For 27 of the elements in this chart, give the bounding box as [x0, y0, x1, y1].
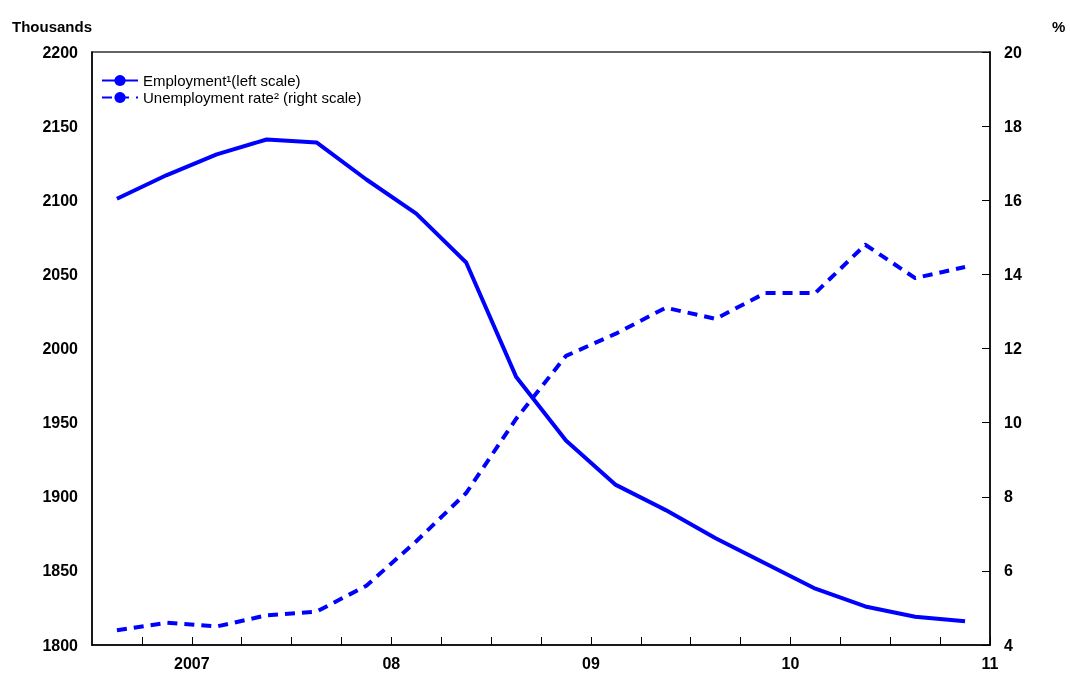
- x-tick-label: 10: [781, 654, 800, 672]
- y-tick-label: 1850: [42, 562, 79, 580]
- y2-tick-label: 4: [1004, 636, 1013, 654]
- x-tick-label: 11: [981, 654, 999, 672]
- y2-tick-label: 18: [1004, 117, 1022, 135]
- x-tick-label: 08: [382, 654, 401, 672]
- y2-tick-label: 12: [1004, 340, 1022, 357]
- y-tick-label: 2200: [42, 43, 79, 61]
- y-tick-label: 2000: [42, 340, 79, 357]
- y2-axis-title: %: [1052, 18, 1066, 35]
- legend-label: Unemployment rate² (right scale): [143, 89, 362, 106]
- y-tick-label: 2100: [42, 191, 79, 209]
- y2-tick-label: 16: [1004, 191, 1022, 209]
- y-axis-title: Thousands: [11, 18, 92, 35]
- y-tick-label: 1800: [42, 636, 79, 654]
- y-tick-label: 2150: [42, 117, 79, 135]
- y2-tick-label: 14: [1004, 265, 1022, 283]
- y-tick-label: 2050: [42, 265, 79, 283]
- x-tick-label: 2007: [173, 654, 210, 672]
- x-tick-label: 09: [581, 654, 600, 672]
- y2-tick-label: 8: [1004, 488, 1013, 506]
- legend-label: Employment¹(left scale): [143, 72, 301, 89]
- y-tick-label: 1950: [42, 414, 79, 432]
- y2-tick-label: 20: [1004, 43, 1022, 61]
- y-tick-label: 1900: [42, 488, 79, 506]
- y2-tick-label: 6: [1004, 562, 1013, 580]
- y2-tick-label: 10: [1004, 414, 1022, 432]
